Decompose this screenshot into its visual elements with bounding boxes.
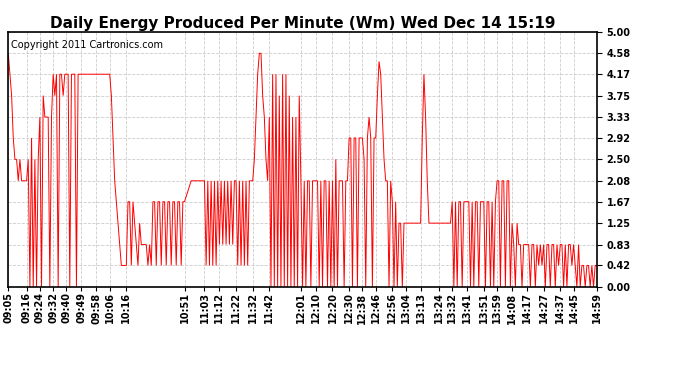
Text: Copyright 2011 Cartronics.com: Copyright 2011 Cartronics.com: [11, 39, 164, 50]
Title: Daily Energy Produced Per Minute (Wm) Wed Dec 14 15:19: Daily Energy Produced Per Minute (Wm) We…: [50, 16, 555, 31]
